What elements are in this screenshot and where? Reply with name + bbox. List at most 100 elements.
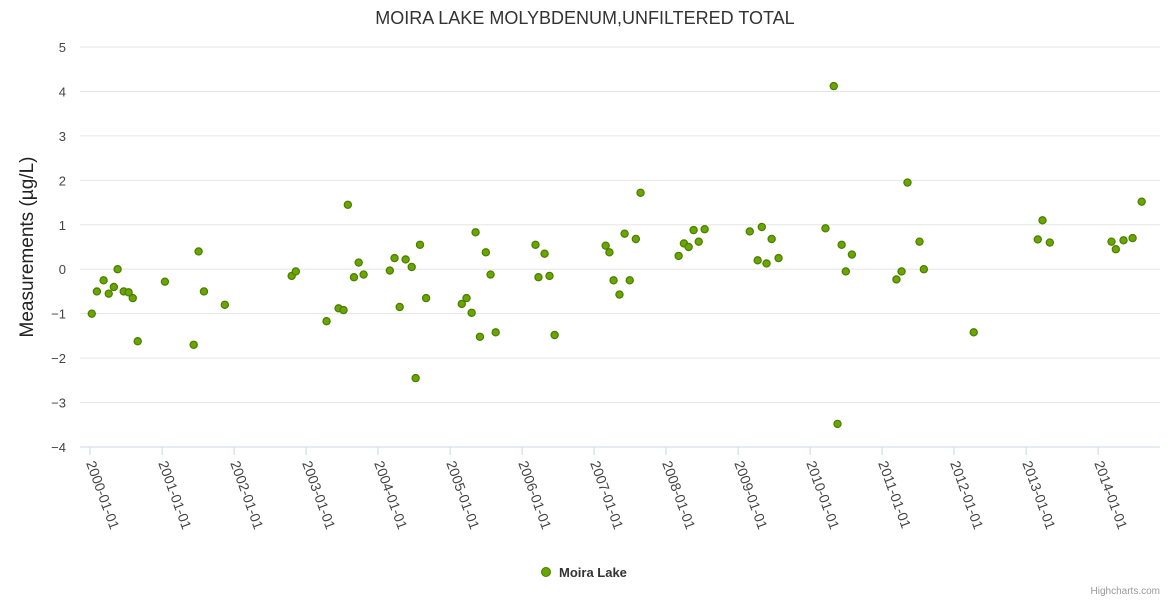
data-point[interactable] [349, 273, 359, 282]
data-point[interactable] [674, 251, 683, 261]
data-point[interactable] [694, 237, 703, 246]
y-tick-label: −4 [51, 440, 66, 455]
data-point[interactable] [133, 337, 142, 346]
data-point[interactable] [837, 240, 846, 249]
data-point[interactable] [620, 229, 629, 238]
data-point[interactable] [767, 234, 776, 244]
data-point[interactable] [92, 287, 102, 296]
data-point[interactable] [534, 273, 543, 282]
data-point[interactable] [847, 250, 857, 259]
data-point[interactable] [919, 265, 929, 274]
chart-title: MOIRA LAKE MOLYBDENUM,UNFILTERED TOTAL [375, 8, 794, 28]
data-point[interactable] [339, 305, 348, 315]
data-point[interactable] [745, 227, 754, 236]
data-point[interactable] [545, 271, 554, 281]
data-point[interactable] [531, 240, 540, 249]
data-point[interactable] [390, 253, 399, 263]
data-point[interactable] [481, 248, 491, 257]
data-point[interactable] [821, 224, 830, 233]
x-tick-label: 2000-01-01 [83, 459, 123, 532]
data-point[interactable] [1137, 197, 1146, 206]
data-point[interactable] [401, 255, 410, 264]
data-point[interactable] [199, 287, 209, 296]
data-point[interactable] [475, 332, 485, 341]
data-point[interactable] [471, 228, 480, 237]
data-point[interactable] [113, 265, 122, 274]
data-point[interactable] [1033, 235, 1042, 244]
y-tick-label: −3 [51, 396, 66, 411]
data-point[interactable] [903, 178, 912, 187]
data-point[interactable] [757, 222, 767, 232]
y-tick-label: 3 [59, 129, 66, 144]
data-point[interactable] [631, 234, 641, 244]
data-point[interactable] [1038, 216, 1047, 225]
data-point[interactable] [550, 330, 559, 340]
x-tick-label: 2002-01-01 [227, 459, 267, 532]
data-point[interactable] [385, 266, 395, 275]
data-point[interactable] [124, 288, 133, 297]
data-point[interactable] [1045, 238, 1055, 247]
data-point[interactable] [160, 277, 170, 286]
data-point[interactable] [540, 249, 549, 258]
data-point[interactable] [343, 200, 353, 209]
data-point[interactable] [128, 293, 137, 303]
data-point[interactable] [841, 267, 850, 276]
y-axis-ticks: −4 −3 −2 −1 0 1 2 3 4 5 [51, 40, 66, 455]
data-point[interactable] [491, 328, 500, 337]
data-point[interactable] [467, 308, 476, 317]
x-tick-label: 2006-01-01 [515, 459, 555, 532]
data-point[interactable] [1128, 233, 1137, 243]
data-point[interactable] [609, 276, 618, 285]
data-point[interactable] [411, 373, 420, 383]
data-point[interactable] [220, 300, 230, 309]
data-point[interactable] [774, 253, 783, 263]
y-tick-label: 2 [59, 173, 66, 188]
y-tick-label: −1 [51, 307, 66, 322]
data-point[interactable] [897, 267, 906, 276]
data-point[interactable] [291, 267, 300, 276]
data-point[interactable] [87, 309, 96, 318]
data-point[interactable] [915, 237, 924, 246]
data-point[interactable] [359, 270, 368, 279]
legend-item-moira-lake[interactable]: Moira Lake [559, 565, 627, 580]
y-axis-label: Measurements (µg/L) [17, 157, 38, 338]
legend[interactable]: Moira Lake [541, 565, 627, 580]
data-point[interactable] [109, 282, 119, 292]
data-point[interactable] [1119, 236, 1128, 245]
data-point[interactable] [395, 302, 404, 312]
data-point[interactable] [457, 299, 466, 309]
data-point[interactable] [700, 225, 709, 234]
x-tick-label: 2005-01-01 [443, 459, 483, 532]
y-tick-label: 5 [59, 40, 66, 55]
x-axis: 2000-01-01 2001-01-01 2002-01-01 2003-01-01… [80, 446, 1160, 532]
data-point[interactable] [892, 275, 901, 284]
data-point[interactable] [829, 81, 838, 91]
data-point[interactable] [99, 276, 108, 285]
data-point[interactable] [601, 241, 610, 250]
data-point[interactable] [421, 293, 431, 303]
data-point[interactable] [762, 259, 771, 268]
data-point[interactable] [194, 247, 203, 256]
data-point[interactable] [486, 270, 495, 279]
data-point[interactable] [407, 262, 416, 272]
data-point[interactable] [636, 188, 645, 197]
data-point[interactable] [684, 242, 693, 252]
data-point[interactable] [615, 290, 624, 299]
data-point[interactable] [1107, 237, 1116, 246]
x-tick-label: 2008-01-01 [659, 459, 699, 532]
data-point[interactable] [1111, 245, 1121, 254]
data-point[interactable] [833, 419, 842, 429]
data-point[interactable] [969, 328, 978, 337]
data-point[interactable] [689, 225, 698, 235]
data-point[interactable] [415, 240, 425, 249]
data-point[interactable] [322, 317, 331, 326]
data-point[interactable] [605, 248, 614, 257]
data-point[interactable] [189, 340, 198, 349]
data-point[interactable] [354, 258, 363, 267]
data-point[interactable] [104, 289, 113, 298]
credits-link[interactable]: Highcharts.com [1091, 586, 1160, 597]
data-point[interactable] [625, 276, 634, 285]
data-point[interactable] [462, 293, 471, 303]
data-point[interactable] [753, 256, 762, 265]
